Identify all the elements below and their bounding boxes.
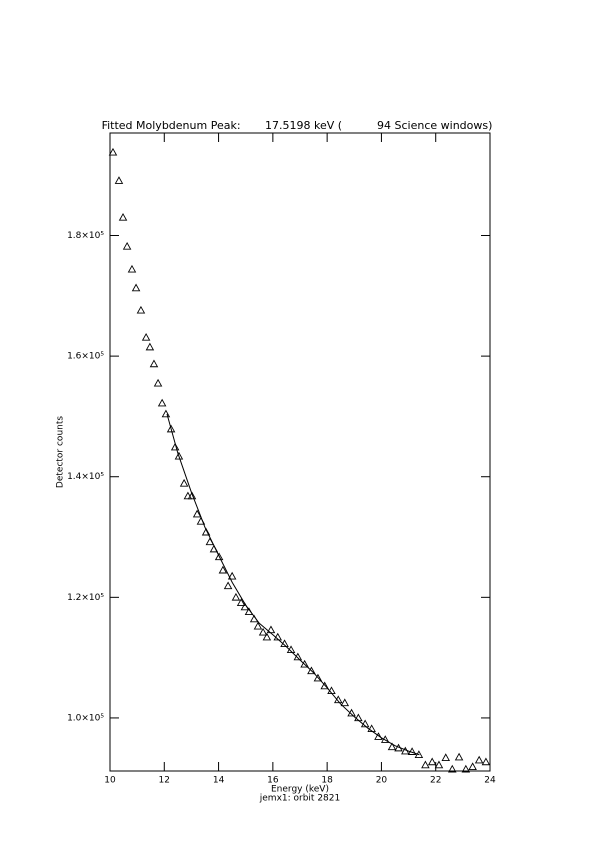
data-point <box>340 698 350 707</box>
data-point <box>227 571 237 580</box>
y-tick-label: 1.6×10⁵ <box>67 352 104 362</box>
data-point <box>394 743 403 752</box>
data-point <box>157 398 167 407</box>
data-point <box>427 757 437 766</box>
data-point <box>307 666 316 675</box>
data-point <box>273 632 283 641</box>
x-tick-label: 20 <box>376 776 388 786</box>
x-tick-label: 24 <box>484 776 496 786</box>
data-point <box>174 451 184 460</box>
data-point <box>474 755 484 764</box>
data-point <box>407 747 417 755</box>
data-point <box>196 516 206 525</box>
data-point <box>249 614 259 623</box>
data-point <box>136 305 146 314</box>
data-point <box>354 713 363 722</box>
x-tick-label: 16 <box>267 776 279 786</box>
data-point <box>244 607 254 616</box>
x-tick-label: 18 <box>321 776 333 786</box>
data-point <box>201 527 211 536</box>
data-point <box>468 762 477 771</box>
data-point <box>360 719 370 728</box>
x-tick-label: 10 <box>104 776 116 786</box>
data-point <box>293 652 303 661</box>
data-point <box>141 332 151 341</box>
data-point <box>320 681 329 690</box>
data-point <box>266 625 276 634</box>
data-point <box>161 409 171 418</box>
data-point <box>187 491 197 500</box>
data-point <box>114 176 124 184</box>
data-point <box>286 645 296 654</box>
data-point <box>149 359 159 368</box>
data-point <box>334 695 343 704</box>
data-point <box>166 424 176 433</box>
data-point <box>205 537 215 546</box>
data-point <box>367 724 376 733</box>
data-point <box>131 283 141 292</box>
data-point <box>313 673 323 682</box>
data-point <box>108 147 118 156</box>
data-point <box>374 732 383 740</box>
y-axis-label: Detector counts <box>56 416 66 488</box>
y-tick-label: 1.8×10⁵ <box>67 231 104 241</box>
data-point <box>170 442 180 451</box>
data-point <box>145 342 155 351</box>
data-point <box>454 752 464 761</box>
plot-frame <box>109 132 491 772</box>
data-point <box>127 264 137 273</box>
fit-line <box>166 413 420 756</box>
data-point <box>481 757 491 766</box>
data-point <box>448 764 457 773</box>
data-point <box>461 764 471 773</box>
y-tick-label: 1.2×10⁵ <box>67 593 104 603</box>
data-point <box>209 544 219 553</box>
x-tick-label: 22 <box>430 776 441 786</box>
x-tick-label: 12 <box>159 776 170 786</box>
data-point <box>231 592 241 601</box>
data-point <box>380 735 390 743</box>
data-point <box>300 659 309 668</box>
data-point <box>179 478 189 487</box>
x-axis-label: Energy (keV) <box>271 785 329 795</box>
data-point <box>387 742 397 751</box>
data-point <box>401 746 410 755</box>
data-point <box>223 581 233 590</box>
data-point <box>434 760 444 769</box>
data-point <box>258 627 268 636</box>
data-point <box>236 598 246 607</box>
y-tick-label: 1.4×10⁵ <box>67 472 104 482</box>
data-point <box>218 565 228 574</box>
data-point <box>347 708 356 717</box>
data-point <box>122 241 132 250</box>
data-point <box>118 212 128 221</box>
y-tick-label: 1.0×10⁵ <box>67 713 104 723</box>
data-point <box>262 632 272 641</box>
data-point <box>441 753 451 761</box>
data-point <box>414 750 424 758</box>
data-point <box>240 602 250 611</box>
data-point <box>327 686 336 695</box>
x-tick-label: 14 <box>213 776 225 786</box>
subtitle: jemx1: orbit 2821 <box>259 794 340 804</box>
data-point <box>183 491 193 500</box>
data-point <box>192 509 202 518</box>
data-point <box>253 621 263 630</box>
data-point <box>214 552 224 561</box>
data-point <box>421 760 430 769</box>
chart-title: Fitted Molybdenum Peak: 17.5198 keV ( 94… <box>102 119 493 132</box>
data-point <box>280 639 289 648</box>
data-point <box>153 378 163 387</box>
